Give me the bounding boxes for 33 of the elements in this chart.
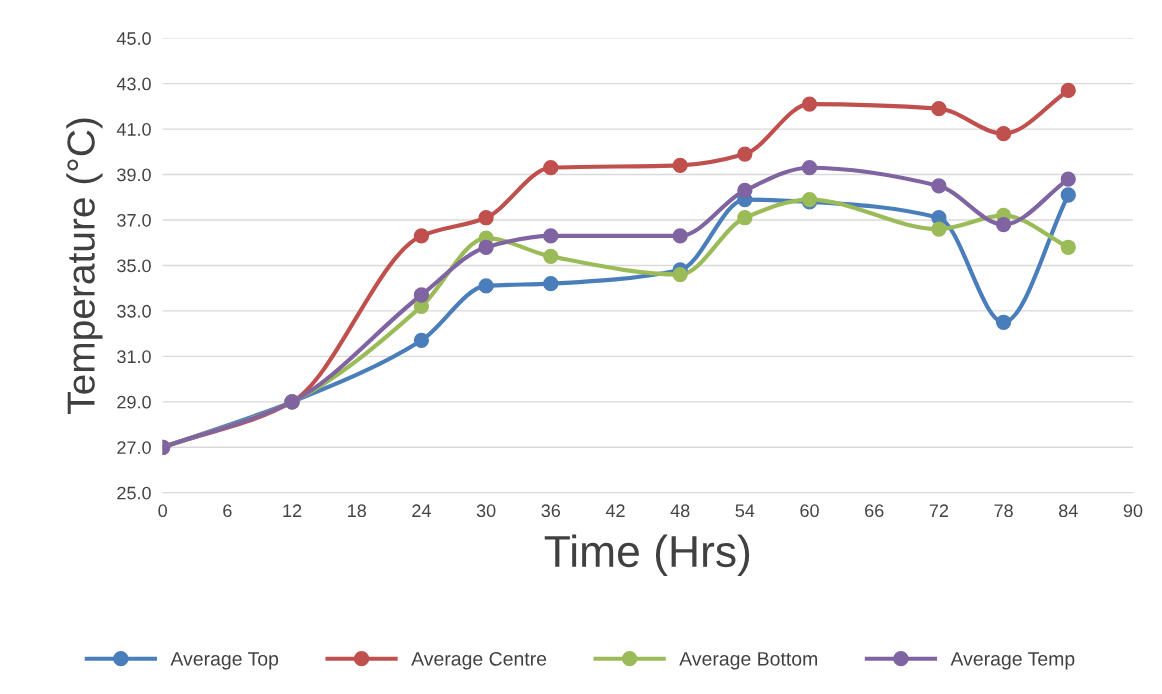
x-tick-label: 42: [605, 504, 625, 517]
y-tick-label: 29.0: [117, 395, 151, 409]
x-tick-label: 24: [412, 504, 431, 517]
x-tick-label: 0: [158, 504, 167, 518]
x-tick-label: 66: [865, 504, 884, 518]
y-tick-label: 45.0: [116, 32, 151, 45]
y-tick-label: 25.0: [117, 486, 151, 500]
x-tick-label: 78: [994, 504, 1013, 518]
x-tick-label: 60: [800, 504, 819, 518]
x-tick-label: 30: [476, 504, 496, 518]
y-tick-label: 31.0: [117, 350, 151, 364]
y-tick-label: 39.0: [117, 168, 151, 182]
x-tick-label: 12: [283, 504, 302, 517]
legend-label: Average Centre: [411, 651, 547, 670]
x-tick-label: 48: [670, 504, 690, 518]
x-tick-label: 72: [929, 504, 949, 517]
x-tick-label: 6: [223, 504, 232, 518]
legend-label: Average Temp: [950, 652, 1075, 670]
legend-label: Average Top: [170, 652, 279, 670]
y-tick-label: 41.0: [116, 123, 151, 136]
y-tick-label: 35.0: [117, 259, 151, 273]
x-axis-title: Time (Hrs): [544, 534, 750, 576]
y-tick-label: 37.0: [117, 213, 151, 227]
y-axis-title: Temperature (°C): [66, 118, 103, 414]
x-tick-label: 54: [735, 504, 755, 518]
x-tick-label: 36: [541, 504, 561, 518]
x-tick-label: 84: [1059, 504, 1078, 518]
y-tick-label: 27.0: [117, 441, 151, 454]
legend-label: Average Bottom: [679, 652, 817, 670]
y-tick-label: 43.0: [116, 77, 151, 91]
x-tick-label: 18: [348, 504, 366, 518]
x-tick-label: 90: [1123, 504, 1143, 518]
y-tick-label: 33.0: [117, 304, 151, 318]
